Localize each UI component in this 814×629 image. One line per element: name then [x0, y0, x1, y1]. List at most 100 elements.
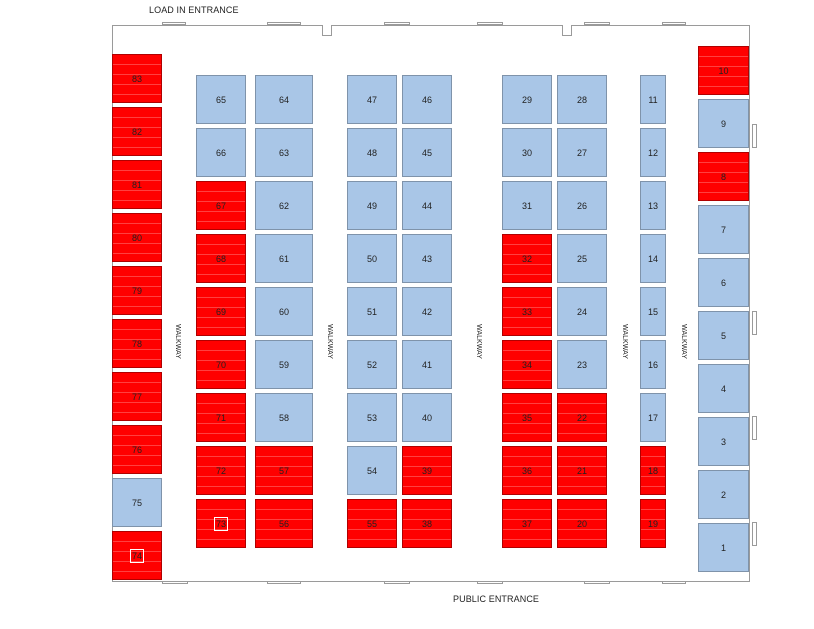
booth-58[interactable]: 58 [255, 393, 313, 442]
booth-number: 39 [421, 465, 432, 476]
booth-15[interactable]: 15 [640, 287, 666, 336]
booth-20[interactable]: 20 [557, 499, 607, 548]
booth-72[interactable]: 72 [196, 446, 246, 495]
booth-42[interactable]: 42 [402, 287, 452, 336]
booth-78[interactable]: 78 [112, 319, 162, 368]
booth-3[interactable]: 3 [698, 417, 749, 466]
booth-59[interactable]: 59 [255, 340, 313, 389]
booth-6[interactable]: 6 [698, 258, 749, 307]
booth-52[interactable]: 52 [347, 340, 397, 389]
booth-55[interactable]: 55 [347, 499, 397, 548]
booth-31[interactable]: 31 [502, 181, 552, 230]
booth-number: 53 [366, 412, 377, 423]
booth-44[interactable]: 44 [402, 181, 452, 230]
booth-49[interactable]: 49 [347, 181, 397, 230]
booth-39[interactable]: 39 [402, 446, 452, 495]
booth-76[interactable]: 76 [112, 425, 162, 474]
booth-marker-box [214, 516, 228, 531]
booth-7[interactable]: 7 [698, 205, 749, 254]
booth-45[interactable]: 45 [402, 128, 452, 177]
side-door [752, 124, 757, 148]
booth-10[interactable]: 10 [698, 46, 749, 95]
booth-64[interactable]: 64 [255, 75, 313, 124]
booth-69[interactable]: 69 [196, 287, 246, 336]
booth-65[interactable]: 65 [196, 75, 246, 124]
booth-28[interactable]: 28 [557, 75, 607, 124]
booth-48[interactable]: 48 [347, 128, 397, 177]
booth-75[interactable]: 75 [112, 478, 162, 527]
walkway-label: WALKWAY [474, 324, 482, 359]
booth-27[interactable]: 27 [557, 128, 607, 177]
booth-56[interactable]: 56 [255, 499, 313, 548]
booth-2[interactable]: 2 [698, 470, 749, 519]
booth-37[interactable]: 37 [502, 499, 552, 548]
booth-number: 81 [131, 179, 142, 190]
booth-71[interactable]: 71 [196, 393, 246, 442]
booth-43[interactable]: 43 [402, 234, 452, 283]
booth-34[interactable]: 34 [502, 340, 552, 389]
booth-number: 15 [647, 306, 658, 317]
booth-24[interactable]: 24 [557, 287, 607, 336]
booth-68[interactable]: 68 [196, 234, 246, 283]
booth-80[interactable]: 80 [112, 213, 162, 262]
booth-53[interactable]: 53 [347, 393, 397, 442]
booth-17[interactable]: 17 [640, 393, 666, 442]
booth-12[interactable]: 12 [640, 128, 666, 177]
booth-73[interactable]: 73 [196, 499, 246, 548]
booth-66[interactable]: 66 [196, 128, 246, 177]
top-column [322, 25, 332, 36]
booth-19[interactable]: 19 [640, 499, 666, 548]
booth-9[interactable]: 9 [698, 99, 749, 148]
booth-number: 11 [648, 94, 658, 105]
booth-83[interactable]: 83 [112, 54, 162, 103]
booth-21[interactable]: 21 [557, 446, 607, 495]
booth-13[interactable]: 13 [640, 181, 666, 230]
booth-30[interactable]: 30 [502, 128, 552, 177]
booth-79[interactable]: 79 [112, 266, 162, 315]
booth-32[interactable]: 32 [502, 234, 552, 283]
booth-63[interactable]: 63 [255, 128, 313, 177]
booth-number: 82 [131, 126, 142, 137]
booth-35[interactable]: 35 [502, 393, 552, 442]
booth-47[interactable]: 47 [347, 75, 397, 124]
booth-38[interactable]: 38 [402, 499, 452, 548]
booth-82[interactable]: 82 [112, 107, 162, 156]
booth-26[interactable]: 26 [557, 181, 607, 230]
booth-81[interactable]: 81 [112, 160, 162, 209]
booth-33[interactable]: 33 [502, 287, 552, 336]
top-column [562, 25, 572, 36]
booth-number: 24 [576, 306, 587, 317]
booth-57[interactable]: 57 [255, 446, 313, 495]
booth-number: 48 [366, 147, 377, 158]
booth-number: 36 [521, 465, 532, 476]
booth-18[interactable]: 18 [640, 446, 666, 495]
booth-51[interactable]: 51 [347, 287, 397, 336]
booth-74[interactable]: 74 [112, 531, 162, 580]
booth-36[interactable]: 36 [502, 446, 552, 495]
booth-77[interactable]: 77 [112, 372, 162, 421]
booth-14[interactable]: 14 [640, 234, 666, 283]
booth-70[interactable]: 70 [196, 340, 246, 389]
booth-29[interactable]: 29 [502, 75, 552, 124]
booth-50[interactable]: 50 [347, 234, 397, 283]
booth-25[interactable]: 25 [557, 234, 607, 283]
booth-number: 16 [647, 359, 658, 370]
booth-16[interactable]: 16 [640, 340, 666, 389]
booth-5[interactable]: 5 [698, 311, 749, 360]
booth-62[interactable]: 62 [255, 181, 313, 230]
booth-number: 10 [718, 65, 729, 76]
booth-8[interactable]: 8 [698, 152, 749, 201]
booth-4[interactable]: 4 [698, 364, 749, 413]
booth-1[interactable]: 1 [698, 523, 749, 572]
booth-54[interactable]: 54 [347, 446, 397, 495]
booth-number: 44 [421, 200, 432, 211]
booth-60[interactable]: 60 [255, 287, 313, 336]
booth-67[interactable]: 67 [196, 181, 246, 230]
booth-22[interactable]: 22 [557, 393, 607, 442]
booth-23[interactable]: 23 [557, 340, 607, 389]
booth-11[interactable]: 11 [640, 75, 666, 124]
booth-40[interactable]: 40 [402, 393, 452, 442]
booth-41[interactable]: 41 [402, 340, 452, 389]
booth-46[interactable]: 46 [402, 75, 452, 124]
booth-61[interactable]: 61 [255, 234, 313, 283]
